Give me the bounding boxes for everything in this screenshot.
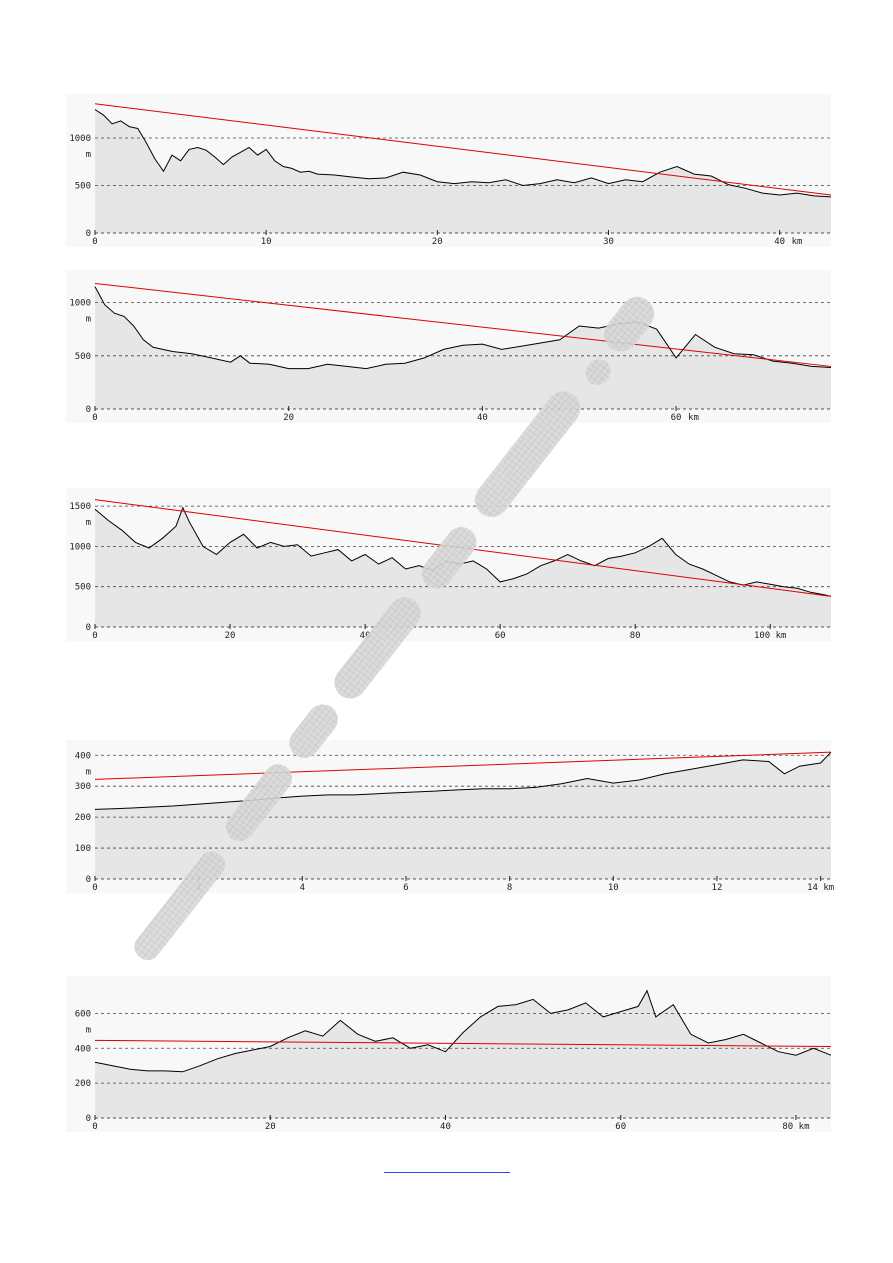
elevation-profile-4: 0 100 200 300 400 m 0 2 4 6 8 10 12 14 km	[66, 740, 834, 893]
terrain-area	[95, 286, 831, 409]
y-unit-label: m	[86, 315, 91, 325]
profile-line	[94, 989, 832, 1073]
x-tick-label: 40	[774, 237, 785, 247]
y-tick-label: 500	[75, 182, 91, 192]
x-tick-label: 4	[300, 883, 305, 893]
x-tick-label: 20	[265, 1122, 276, 1132]
x-tick-label: 0	[92, 237, 97, 247]
x-tick-label: 100 km	[754, 631, 787, 641]
terrain-area	[95, 109, 831, 233]
sight-line	[94, 103, 832, 196]
x-tick-label: 6	[403, 883, 408, 893]
elevation-profile-1: 0 500 1000 m 0 10 20 30 40 km	[66, 94, 832, 247]
x-tick-label: 0	[92, 413, 97, 423]
terrain-area	[95, 507, 831, 627]
x-tick-label: 20	[283, 413, 294, 423]
sight-line	[94, 751, 832, 780]
sight-line	[94, 1039, 832, 1048]
x-unit-label: km	[792, 237, 803, 247]
x-tick-label: 60	[615, 1122, 626, 1132]
elevation-profile-2: 0 500 1000 m 0 20 40 60 km	[66, 270, 832, 423]
y-tick-label: 300	[75, 782, 91, 792]
x-tick-label: 10	[261, 237, 272, 247]
y-tick-label: 200	[75, 813, 91, 823]
y-tick-label: 1000	[69, 299, 91, 309]
x-tick-label: 14 km	[807, 883, 834, 893]
profile-svg: 0 200 400 600 m 0 20 40 60 80 km	[75, 989, 832, 1132]
profile-svg: 0 500 1000 m 0 20 40 60 km	[69, 282, 832, 423]
y-tick-label: 100	[75, 844, 91, 854]
y-unit-label: m	[86, 1025, 91, 1035]
x-tick-label: 0	[92, 631, 97, 641]
x-tick-label: 40	[477, 413, 488, 423]
y-unit-label: m	[86, 518, 91, 528]
x-tick-label: 60	[671, 413, 682, 423]
x-tick-label: 60	[495, 631, 506, 641]
x-tick-label: 2	[196, 883, 201, 893]
x-tick-label: 0	[92, 1122, 97, 1132]
y-tick-label: 1000	[69, 134, 91, 144]
elevation-profile-5: 0 200 400 600 m 0 20 40 60 80 km	[66, 976, 832, 1132]
terrain-area	[95, 752, 831, 879]
x-tick-label: 10	[608, 883, 619, 893]
y-tick-label: 0	[86, 1114, 91, 1124]
x-tick-label: 40	[440, 1122, 451, 1132]
profile-svg: 0 500 1000 m 0 10 20 30 40 km	[69, 103, 832, 247]
y-unit-label: m	[86, 767, 91, 777]
x-tick-label: 80	[630, 631, 641, 641]
x-tick-label: 20	[225, 631, 236, 641]
profile-line	[94, 751, 832, 810]
profile-svg: 0 500 1000 1500 m 0 20 40 60 80 100 km	[69, 499, 832, 641]
x-tick-label: 12	[712, 883, 723, 893]
y-unit-label: m	[86, 150, 91, 160]
y-tick-label: 0	[86, 229, 91, 239]
y-tick-label: 500	[75, 583, 91, 593]
profile-svg: 0 100 200 300 400 m 0 2 4 6 8 10 12 14 km	[75, 751, 834, 893]
y-tick-label: 0	[86, 405, 91, 415]
y-tick-label: 200	[75, 1079, 91, 1089]
x-tick-label: 30	[603, 237, 614, 247]
x-tick-label: 80 km	[782, 1122, 809, 1132]
y-tick-label: 1000	[69, 542, 91, 552]
footer-link[interactable]	[384, 1164, 510, 1173]
y-tick-label: 500	[75, 352, 91, 362]
y-tick-label: 400	[75, 1044, 91, 1054]
y-tick-label: 0	[86, 623, 91, 633]
x-tick-label: 20	[432, 237, 443, 247]
y-tick-label: 1500	[69, 502, 91, 512]
profile-line	[94, 109, 832, 198]
profile-line	[94, 286, 832, 370]
x-tick-label: 40	[360, 631, 371, 641]
y-tick-label: 400	[75, 751, 91, 761]
elevation-profile-3: 0 500 1000 1500 m 0 20 40 60 80 100 km	[66, 488, 832, 641]
x-tick-label: 8	[507, 883, 512, 893]
terrain-area	[95, 990, 831, 1118]
y-tick-label: 600	[75, 1009, 91, 1019]
x-tick-label: 0	[92, 883, 97, 893]
y-tick-label: 0	[86, 875, 91, 885]
x-unit-label: km	[688, 413, 699, 423]
sight-line	[94, 282, 832, 367]
